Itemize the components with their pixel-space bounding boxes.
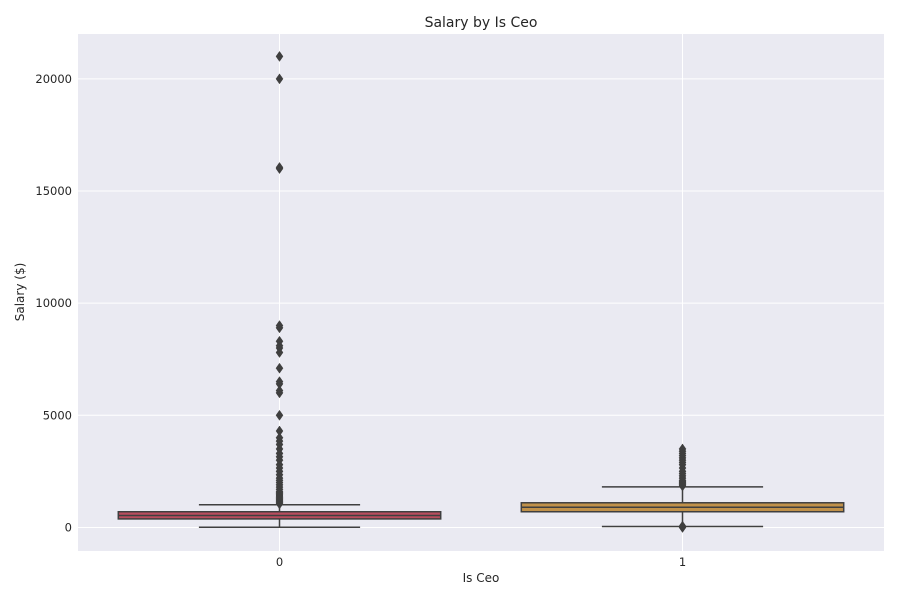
y-axis-label: Salary ($) <box>13 263 27 322</box>
outlier-point <box>275 320 284 332</box>
tick-labels: 0 5000 10000 15000 20000 0 1 <box>35 72 686 569</box>
box-plots <box>117 50 845 533</box>
outlier-point <box>275 409 284 421</box>
y-tick-label: 20000 <box>35 72 72 86</box>
y-tick-label: 15000 <box>35 184 72 198</box>
x-tick-label: 0 <box>276 555 283 569</box>
outlier-point <box>275 425 284 437</box>
y-tick-label: 10000 <box>35 296 72 310</box>
y-tick-label: 0 <box>65 520 72 534</box>
outlier-point <box>275 73 284 85</box>
outlier-point <box>275 385 284 397</box>
outlier-point <box>275 162 284 173</box>
outlier-point <box>275 362 284 374</box>
plot-area <box>78 34 884 551</box>
grid-lines <box>78 34 884 551</box>
outlier-point <box>275 376 284 388</box>
y-tick-label: 5000 <box>43 408 72 422</box>
x-tick-label: 1 <box>679 555 686 569</box>
outlier-point <box>275 50 284 62</box>
chart-title: Salary by Is Ceo <box>425 15 538 31</box>
outlier-point <box>678 443 687 455</box>
box-group-0 <box>117 50 442 528</box>
outlier-point <box>275 432 284 444</box>
box-group-1 <box>520 443 845 533</box>
x-axis-label: Is Ceo <box>463 571 500 585</box>
outlier-point <box>275 335 284 347</box>
outlier-point <box>678 520 687 532</box>
